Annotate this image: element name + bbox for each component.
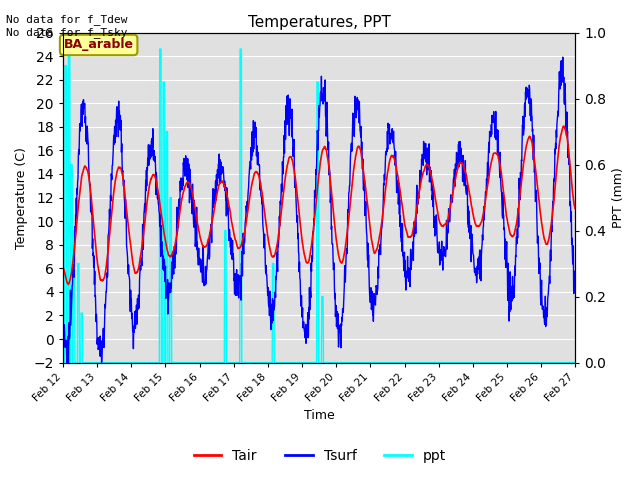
Legend: Tair, Tsurf, ppt: Tair, Tsurf, ppt: [188, 443, 452, 468]
Title: Temperatures, PPT: Temperatures, PPT: [248, 15, 390, 30]
Y-axis label: Temperature (C): Temperature (C): [15, 146, 28, 249]
Text: No data for f_Tdew
No data for f_Tsky: No data for f_Tdew No data for f_Tsky: [6, 14, 128, 38]
Y-axis label: PPT (mm): PPT (mm): [612, 167, 625, 228]
X-axis label: Time: Time: [304, 409, 335, 422]
Text: BA_arable: BA_arable: [63, 38, 134, 51]
